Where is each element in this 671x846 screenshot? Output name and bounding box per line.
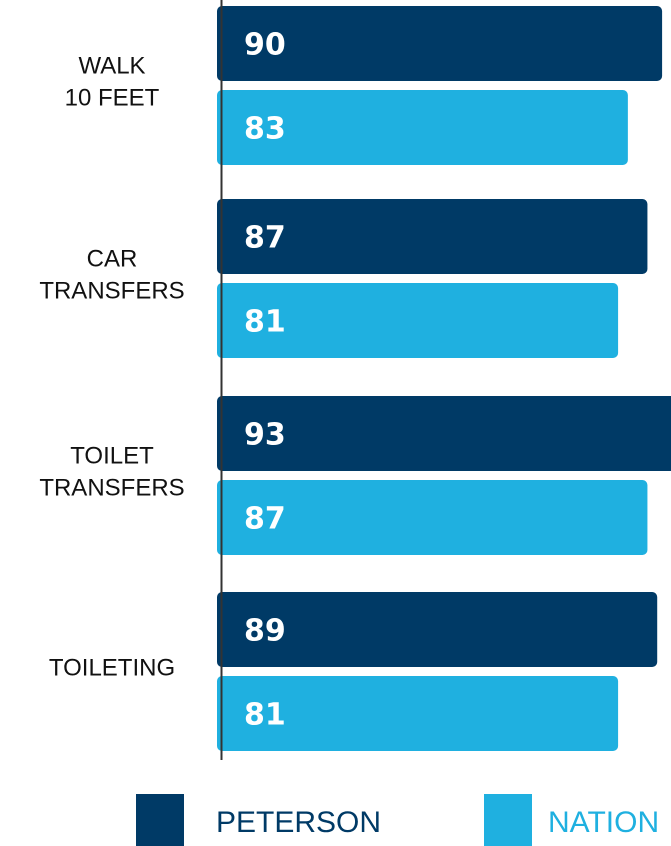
category-label-line: CAR <box>87 246 138 273</box>
bar-nation-3 <box>217 676 619 751</box>
category-label-line: TRANSFERS <box>39 278 184 305</box>
data-label-peterson-1: 87 <box>244 221 286 256</box>
legend: PETERSON NATION <box>136 794 659 846</box>
bar-peterson-2 <box>217 396 671 471</box>
data-label-nation-0: 83 <box>244 112 286 147</box>
data-label-peterson-0: 90 <box>244 28 286 63</box>
legend-swatch-peterson <box>136 794 184 846</box>
category-label-line: TOILET <box>70 443 154 470</box>
bar-peterson-0 <box>217 6 663 81</box>
category-label-line: 10 FEET <box>65 85 160 112</box>
bars-group: 90 83 87 81 93 87 89 81 <box>217 6 671 751</box>
bar-nation-2 <box>217 480 648 555</box>
legend-label-nation: NATION <box>548 806 659 839</box>
category-label-line: WALK <box>78 53 145 80</box>
bar-nation-0 <box>217 90 628 165</box>
category-label-1: CAR TRANSFERS <box>39 246 184 305</box>
bar-peterson-1 <box>217 199 648 274</box>
category-label-line: TOILETING <box>49 655 175 682</box>
data-label-peterson-2: 93 <box>244 418 286 453</box>
category-label-0: WALK 10 FEET <box>65 53 160 112</box>
data-label-peterson-3: 89 <box>244 614 286 649</box>
data-label-nation-3: 81 <box>244 698 286 733</box>
bar-nation-1 <box>217 283 619 358</box>
category-label-line: TRANSFERS <box>39 475 184 502</box>
data-label-nation-1: 81 <box>244 305 286 340</box>
category-label-2: TOILET TRANSFERS <box>39 443 184 502</box>
legend-swatch-nation <box>484 794 532 846</box>
data-label-nation-2: 87 <box>244 502 286 537</box>
legend-label-peterson: PETERSON <box>216 806 381 839</box>
category-label-3: TOILETING <box>49 655 175 682</box>
bar-peterson-3 <box>217 592 658 667</box>
